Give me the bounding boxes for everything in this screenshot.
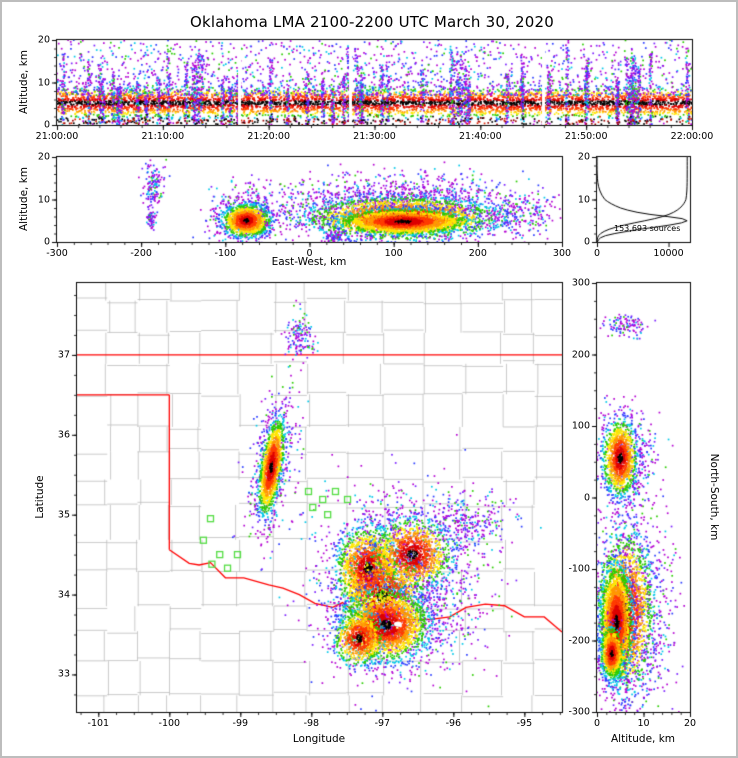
time-height-panel-canvas: [57, 40, 692, 125]
ns-height-panel-canvas: [597, 283, 690, 712]
tick-label: 300: [552, 248, 572, 259]
tick-label: -300: [46, 248, 68, 259]
tick-label: 21:50:00: [564, 131, 608, 142]
plan-view-map-canvas: [77, 283, 562, 712]
tick-label: -200: [130, 248, 152, 259]
tick-label: 200: [468, 248, 487, 259]
tick-label: 33: [57, 668, 70, 680]
tick-label: 21:20:00: [247, 131, 290, 142]
tick-label: 22:00:00: [670, 131, 714, 142]
tick-label: 10: [637, 718, 650, 729]
tick-label: 35: [57, 509, 70, 521]
time-height-ylabel: Altitude, km: [18, 49, 30, 115]
tick-label: 200: [571, 349, 590, 360]
tick-label: -100: [568, 563, 590, 575]
tick-label: -101: [87, 718, 110, 729]
tick-label: -100: [214, 248, 237, 259]
tick-label: 20: [37, 151, 50, 163]
tick-label: -99: [232, 718, 249, 729]
tick-label: 0: [43, 119, 50, 131]
tick-label: -98: [303, 718, 320, 729]
tick-label: 21:10:00: [141, 131, 185, 142]
figure-title: Oklahoma LMA 2100-2200 UTC March 30, 202…: [190, 13, 554, 31]
tick-label: 100: [384, 248, 403, 259]
tick-label: -300: [568, 706, 590, 718]
tick-label: 21:00:00: [35, 131, 79, 142]
source-count-annotation: 153,693 sources: [614, 224, 681, 233]
tick-label: -200: [568, 635, 590, 646]
tick-label: 21:40:00: [458, 131, 502, 142]
tick-label: 100: [571, 420, 590, 432]
tick-label: 300: [571, 277, 590, 289]
tick-label: 0: [43, 236, 50, 248]
ew-height-panel-canvas: [57, 157, 562, 242]
tick-label: -97: [374, 718, 391, 729]
tick-label: -96: [445, 718, 462, 729]
tick-label: 20: [37, 34, 50, 46]
tick-label: 0: [593, 248, 601, 259]
tick-label: 20: [683, 718, 697, 729]
tick-label: 10: [577, 194, 590, 205]
tick-label: 21:30:00: [353, 131, 396, 142]
tick-label: 10: [37, 77, 50, 88]
tick-label: 37: [57, 349, 70, 361]
tick-label: 20: [577, 151, 590, 163]
ns-height-ylabel-right: North-South, km: [708, 453, 720, 541]
ns-height-xlabel: Altitude, km: [610, 733, 676, 745]
map-ylabel-latitude: Latitude: [34, 475, 46, 519]
map-xlabel-longitude: Longitude: [292, 733, 346, 745]
tick-label: 0: [593, 718, 601, 729]
ew-height-xlabel: East-West, km: [271, 256, 347, 268]
tick-label: 34: [57, 589, 70, 601]
tick-label: 10: [37, 194, 50, 205]
tick-label: -100: [158, 718, 181, 729]
tick-label: 10000: [653, 248, 684, 259]
tick-label: 0: [583, 492, 590, 503]
tick-label: 0: [583, 236, 590, 248]
ew-height-ylabel: Altitude, km: [18, 166, 30, 232]
tick-label: -95: [516, 718, 533, 729]
tick-label: 36: [57, 429, 70, 441]
